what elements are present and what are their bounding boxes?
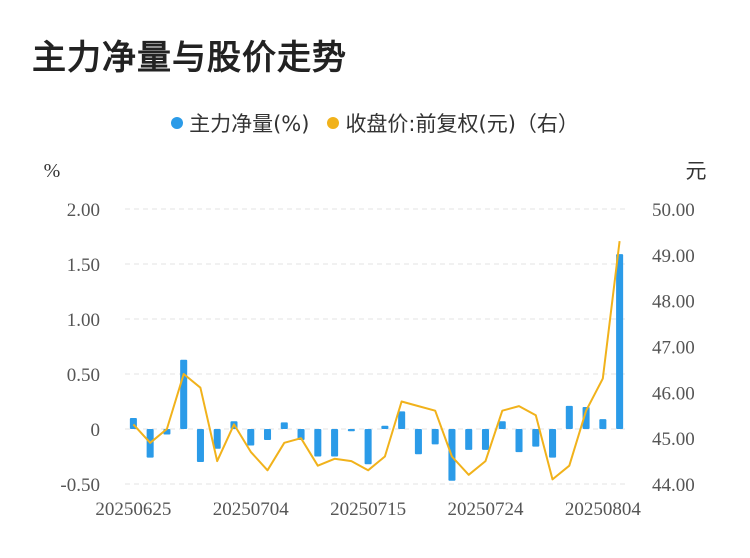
x-tick-label: 20250715: [330, 499, 406, 520]
net-volume-bars: [129, 254, 624, 481]
legend-item-net-volume[interactable]: 主力净量(%): [171, 108, 309, 138]
net-volume-bar: [549, 429, 557, 458]
left-tick-label: 1.00: [67, 310, 100, 331]
left-tick-label: -0.50: [60, 475, 100, 496]
left-axis-ticks: -0.50 0 0.50 1.00 1.50 2.00: [60, 200, 100, 496]
net-volume-bar: [465, 429, 473, 450]
legend-item-close-price[interactable]: 收盘价:前复权(元)（右）: [327, 108, 579, 138]
net-volume-bar: [515, 429, 523, 453]
net-volume-bar: [431, 429, 439, 445]
legend-marker-close-price: [327, 117, 340, 129]
net-volume-bar: [582, 407, 590, 429]
net-volume-bar: [280, 422, 288, 429]
net-volume-bar: [599, 419, 607, 429]
x-tick-label: 20250724: [447, 499, 524, 520]
net-volume-bar: [331, 429, 339, 457]
left-axis-unit: %: [44, 160, 61, 182]
net-volume-bar: [616, 254, 624, 429]
x-axis-ticks: 20250625 20250704 20250715 20250724 20250804: [95, 499, 641, 520]
left-tick-label: 0: [91, 420, 101, 441]
legend-marker-net-volume: [171, 117, 184, 129]
net-volume-bar: [263, 429, 272, 440]
right-tick-label: 47.00: [652, 338, 695, 359]
left-tick-label: 2.00: [67, 200, 100, 221]
net-volume-bar: [481, 429, 490, 450]
right-tick-label: 46.00: [652, 383, 695, 404]
net-volume-bar: [180, 359, 188, 429]
right-axis-ticks: 44.00 45.00 46.00 47.00 48.00 49.00 50.00: [652, 200, 695, 496]
right-tick-label: 44.00: [652, 475, 695, 496]
legend: 主力净量(%) 收盘价:前复权(元)（右）: [0, 108, 750, 138]
left-tick-label: 1.50: [67, 255, 100, 276]
net-volume-bar: [297, 429, 305, 440]
right-tick-label: 48.00: [652, 292, 695, 313]
net-volume-bar: [247, 429, 255, 446]
net-volume-bar: [565, 405, 573, 429]
right-tick-label: 50.00: [652, 200, 695, 221]
legend-label-close-price: 收盘价:前复权(元)（右）: [345, 112, 579, 136]
x-tick-label: 20250704: [213, 499, 290, 520]
left-tick-label: 0.50: [67, 365, 100, 386]
net-volume-bar: [498, 421, 506, 429]
right-tick-label: 49.00: [652, 246, 695, 267]
right-tick-label: 45.00: [652, 429, 695, 450]
net-volume-bar: [347, 429, 355, 432]
net-volume-bar: [381, 425, 389, 429]
close-price-line-group: [132, 240, 621, 481]
net-volume-bar: [414, 429, 422, 455]
net-volume-bar: [532, 429, 540, 447]
net-volume-bar: [364, 429, 372, 465]
x-tick-label: 20250625: [95, 499, 171, 520]
close-price-line: [132, 240, 621, 481]
net-volume-bar: [398, 411, 406, 429]
x-tick-label: 20250804: [565, 499, 642, 520]
net-volume-bar: [196, 429, 204, 462]
net-volume-bar: [213, 429, 221, 449]
net-volume-bar: [314, 429, 322, 457]
legend-label-net-volume: 主力净量(%): [189, 112, 310, 136]
right-axis-unit: 元: [686, 159, 707, 183]
chart-title: 主力净量与股价走势: [32, 38, 347, 78]
